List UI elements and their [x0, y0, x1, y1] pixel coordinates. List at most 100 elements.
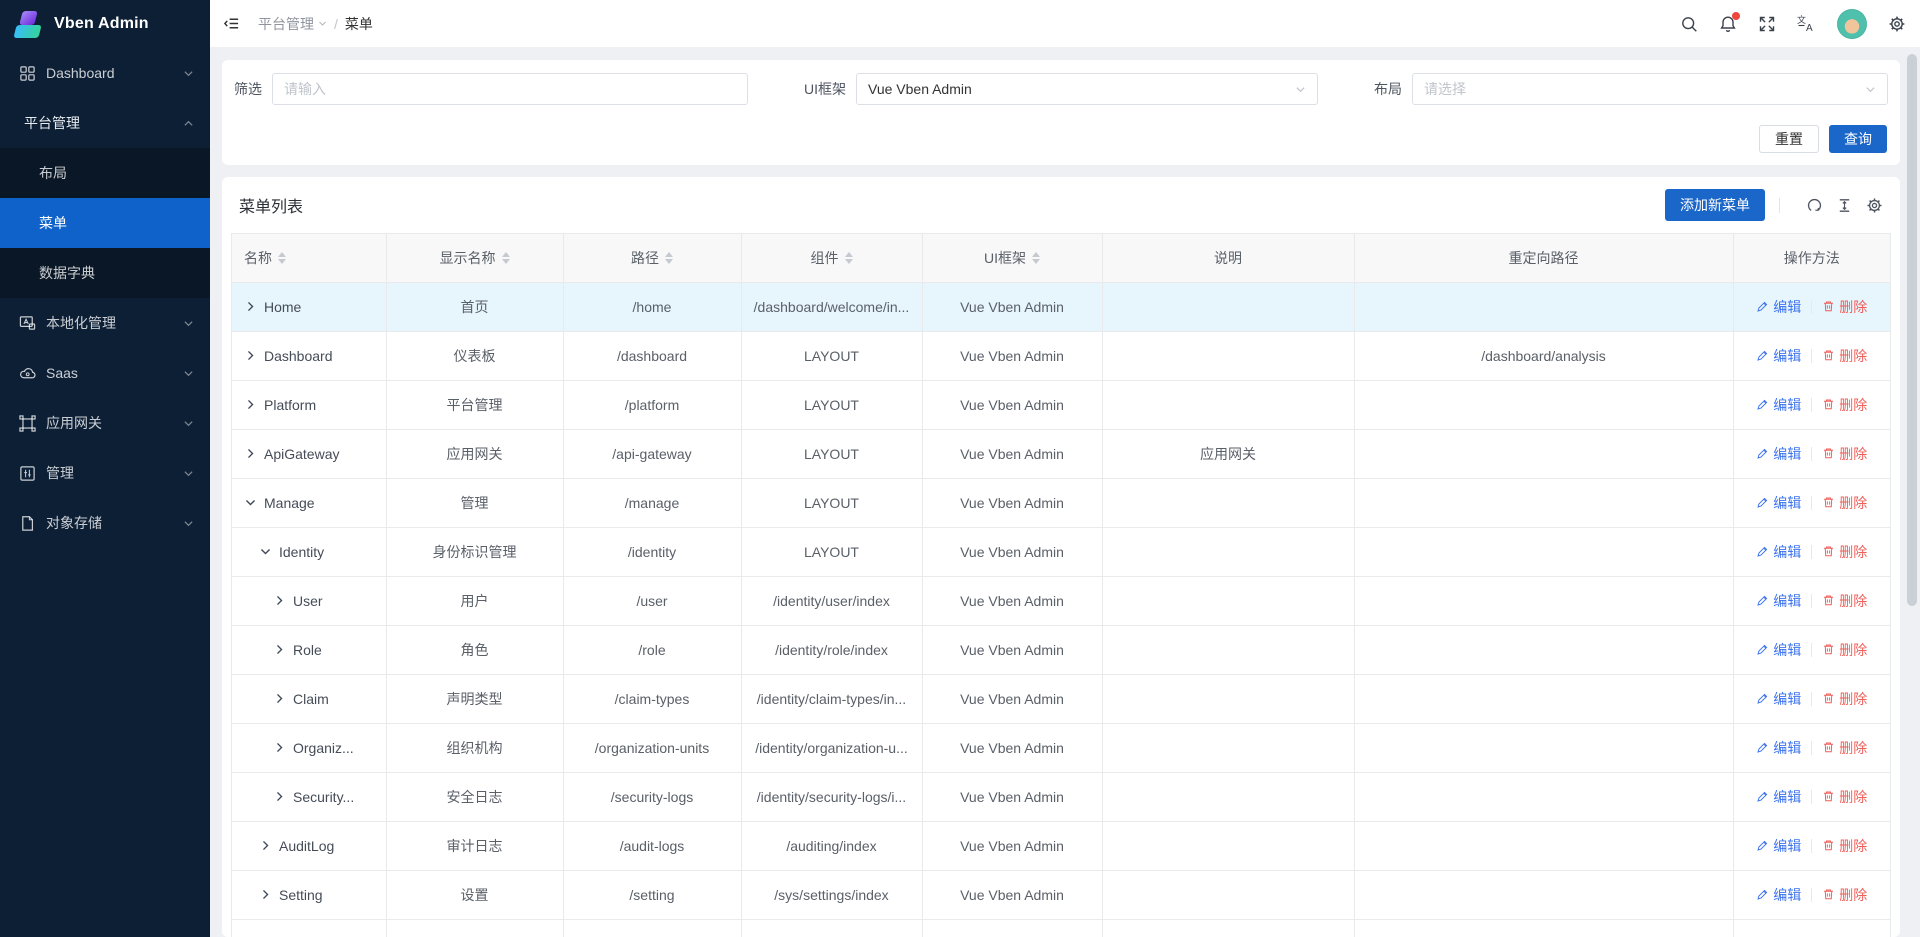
cell-display-name: 仪表板 [386, 331, 564, 381]
tree-toggle-icon[interactable] [273, 741, 286, 754]
delete-button[interactable]: 删除 [1822, 493, 1867, 513]
delete-button[interactable]: 删除 [1822, 542, 1867, 562]
sidebar-item-dashboard[interactable]: Dashboard [0, 48, 210, 98]
search-icon[interactable] [1680, 15, 1698, 33]
edit-button[interactable]: 编辑 [1756, 297, 1801, 317]
sidebar-item-layout[interactable]: 布局 [0, 148, 210, 198]
tree-toggle-icon[interactable] [244, 447, 257, 460]
sidebar-item-api-gateway[interactable]: 应用网关 [0, 398, 210, 448]
tree-toggle-icon[interactable] [273, 692, 286, 705]
sidebar-fold-icon[interactable] [223, 15, 240, 32]
cell-description [1102, 380, 1355, 430]
tree-toggle-icon[interactable] [244, 496, 257, 509]
edit-button[interactable]: 编辑 [1756, 640, 1801, 660]
delete-button[interactable]: 删除 [1822, 738, 1867, 758]
edit-button[interactable]: 编辑 [1756, 787, 1801, 807]
keyword-input[interactable] [284, 81, 736, 97]
edit-button[interactable]: 编辑 [1756, 346, 1801, 366]
notification-bell-icon[interactable] [1719, 11, 1740, 33]
sidebar-item-saas[interactable]: Saas [0, 348, 210, 398]
tree-toggle-icon[interactable] [273, 643, 286, 656]
tree-toggle-icon[interactable] [273, 594, 286, 607]
vben-logo-icon [13, 10, 44, 38]
delete-button[interactable]: 删除 [1822, 689, 1867, 709]
tree-toggle-icon[interactable] [244, 398, 257, 411]
sort-icon[interactable] [844, 251, 853, 264]
delete-button[interactable]: 删除 [1822, 836, 1867, 856]
cell-display-name: 组织机构 [386, 723, 564, 773]
edit-button[interactable]: 编辑 [1756, 885, 1801, 905]
sort-icon[interactable] [501, 251, 510, 264]
sidebar-item-localization[interactable]: 本地化管理 [0, 298, 210, 348]
layout-select[interactable]: 请选择 [1412, 73, 1888, 105]
sidebar-item-menu[interactable]: 菜单 [0, 198, 210, 248]
column-header-4[interactable]: 组件 [741, 234, 923, 283]
user-avatar[interactable] [1837, 8, 1867, 39]
column-header-1[interactable]: 名称 [232, 234, 387, 283]
sidebar-item-object-storage[interactable]: 对象存储 [0, 498, 210, 548]
edit-button[interactable]: 编辑 [1756, 395, 1801, 415]
column-header-2[interactable]: 显示名称 [386, 234, 564, 283]
tree-toggle-icon[interactable] [259, 545, 272, 558]
menu-name: Platform [264, 396, 317, 413]
sidebar-item-platform-management[interactable]: 平台管理 [0, 98, 210, 148]
tree-toggle-icon[interactable] [259, 888, 272, 901]
tree-toggle-icon[interactable] [273, 790, 286, 803]
reset-button[interactable]: 重置 [1759, 125, 1819, 153]
action-divider [1811, 642, 1813, 657]
edit-button[interactable]: 编辑 [1756, 542, 1801, 562]
table-row-identity: Identity 身份标识管理/identity LAYOUT Vue Vben Ad… [232, 527, 1890, 577]
sort-icon[interactable] [665, 251, 673, 264]
cell-path: /identity [563, 527, 742, 577]
edit-button[interactable]: 编辑 [1756, 591, 1801, 611]
app-logo[interactable]: Vben Admin [0, 0, 210, 48]
cell-ui-framework: Vue Vben Admin [922, 625, 1103, 675]
sort-icon[interactable] [278, 251, 286, 264]
delete-button[interactable]: 删除 [1822, 297, 1867, 317]
ui-framework-select[interactable]: Vue Vben Admin [856, 73, 1318, 105]
tree-toggle-icon[interactable] [244, 349, 257, 362]
search-button[interactable]: 查询 [1829, 125, 1887, 153]
sidebar-item-data-dictionary[interactable]: 数据字典 [0, 248, 210, 298]
edit-button[interactable]: 编辑 [1756, 493, 1801, 513]
settings-gear-icon[interactable] [1888, 15, 1906, 33]
edit-button[interactable]: 编辑 [1756, 738, 1801, 758]
delete-button[interactable]: 删除 [1822, 395, 1867, 415]
delete-button[interactable]: 删除 [1822, 346, 1867, 366]
edit-button[interactable]: 编辑 [1756, 689, 1801, 709]
cell-name: Organiz... [232, 723, 387, 773]
chevron-down-icon [183, 418, 194, 429]
delete-button[interactable]: 删除 [1822, 787, 1867, 807]
filter-group-ui-framework: UI框架 Vue Vben Admin [804, 73, 1318, 105]
add-menu-button[interactable]: 添加新菜单 [1665, 189, 1765, 221]
delete-button[interactable]: 删除 [1822, 885, 1867, 905]
edit-button[interactable]: 编辑 [1756, 444, 1801, 464]
cell-name: Role [232, 625, 387, 675]
delete-button[interactable]: 删除 [1822, 640, 1867, 660]
select-placeholder: 请选择 [1424, 81, 1466, 97]
delete-label: 删除 [1839, 690, 1868, 707]
sidebar-item-management[interactable]: 管理 [0, 448, 210, 498]
delete-button[interactable]: 删除 [1822, 591, 1867, 611]
cell-actions: 编辑 删除 [1733, 723, 1890, 773]
table-settings-gear-icon[interactable] [1866, 197, 1883, 214]
fullscreen-icon[interactable] [1758, 15, 1776, 33]
tree-toggle-icon[interactable] [244, 300, 257, 313]
vertical-scrollbar-thumb[interactable] [1907, 54, 1917, 606]
table-row-role: Role 角色/role/identity/role/index Vue Vben … [232, 625, 1890, 675]
tree-toggle-icon[interactable] [259, 839, 272, 852]
column-label: 操作方法 [1783, 249, 1840, 266]
breadcrumb-parent[interactable]: 平台管理 [258, 14, 327, 34]
column-header-5[interactable]: UI框架 [922, 234, 1103, 283]
sidebar-item-label: 数据字典 [39, 265, 95, 281]
delete-button[interactable]: 删除 [1822, 444, 1867, 464]
cell-redirect-path [1354, 821, 1734, 871]
refresh-icon[interactable] [1806, 197, 1823, 214]
row-height-icon[interactable] [1836, 197, 1853, 214]
sort-icon[interactable] [1032, 251, 1040, 264]
cell-path: /claim-types [563, 674, 742, 724]
edit-button[interactable]: 编辑 [1756, 836, 1801, 856]
toolbar-divider [1779, 197, 1780, 213]
column-header-3[interactable]: 路径 [563, 234, 742, 283]
